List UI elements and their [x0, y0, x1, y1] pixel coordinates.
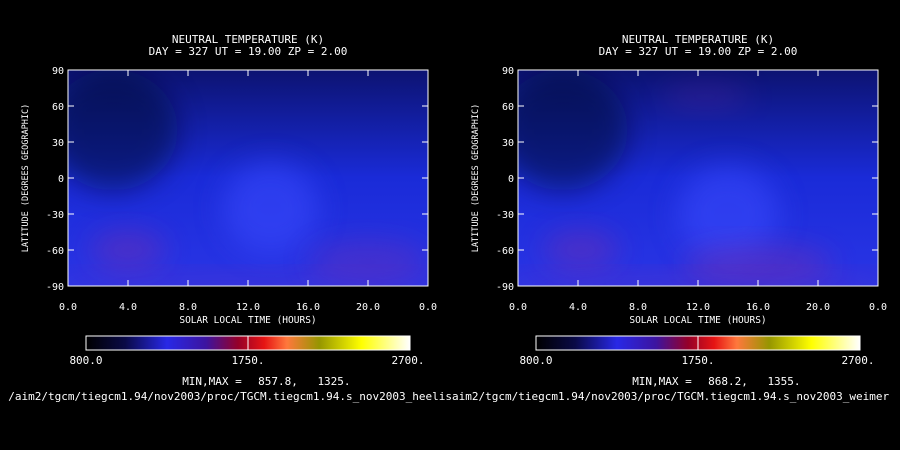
- minmax-label: MIN,MAX =: [632, 375, 692, 388]
- colorbar-max-label: 2700.: [841, 354, 874, 367]
- x-tick-label: 4.0: [119, 302, 137, 313]
- chart-0: NEUTRAL TEMPERATURE (K)DAY = 327 UT = 19…: [21, 33, 437, 388]
- x-tick-label: 16.0: [296, 302, 320, 313]
- x-tick-label: 0.0: [869, 302, 887, 313]
- x-axis-label: SOLAR LOCAL TIME (HOURS): [179, 315, 316, 326]
- y-tick-label: 90: [52, 66, 64, 77]
- file-path-right: aim2/tgcm/tiegcm1.94/nov2003/proc/TGCM.t…: [452, 390, 889, 403]
- file-path-left: /aim2/tgcm/tiegcm1.94/nov2003/proc/TGCM.…: [8, 390, 452, 403]
- y-axis-label: LATITUDE (DEGREES GEOGRAPHIC): [21, 104, 31, 252]
- chart-subtitle: DAY = 327 UT = 19.00 ZP = 2.00: [149, 45, 348, 58]
- x-tick-label: 8.0: [629, 302, 647, 313]
- max-value: 1325.: [317, 375, 350, 388]
- heatmap-region-2: [683, 245, 833, 284]
- y-tick-label: 0: [58, 174, 64, 185]
- x-tick-label: 8.0: [179, 302, 197, 313]
- x-tick-label: 0.0: [59, 302, 77, 313]
- y-tick-label: 30: [502, 138, 514, 149]
- heatmap-region-1: [543, 230, 619, 270]
- y-axis-label: LATITUDE (DEGREES GEOGRAPHIC): [471, 104, 481, 252]
- x-tick-label: 0.0: [509, 302, 527, 313]
- y-tick-label: 90: [502, 66, 514, 77]
- y-tick-label: -90: [496, 282, 514, 293]
- heatmap-field: [68, 70, 428, 286]
- y-tick-label: 0: [508, 174, 514, 185]
- heatmap-region-4: [518, 274, 878, 286]
- min-value: 857.8,: [258, 375, 298, 388]
- x-axis-label: SOLAR LOCAL TIME (HOURS): [629, 315, 766, 326]
- x-tick-label: 20.0: [356, 302, 380, 313]
- colorbar-max-label: 2700.: [391, 354, 424, 367]
- colorbar-mid-label: 1750.: [231, 354, 264, 367]
- heatmap-region-2: [308, 240, 428, 284]
- colorbar-min-label: 800.0: [69, 354, 102, 367]
- minmax-label: MIN,MAX =: [182, 375, 242, 388]
- x-tick-label: 0.0: [419, 302, 437, 313]
- heatmap-field: [518, 70, 878, 286]
- min-value: 868.2,: [708, 375, 748, 388]
- file-paths: /aim2/tgcm/tiegcm1.94/nov2003/proc/TGCM.…: [8, 390, 889, 403]
- x-tick-label: 16.0: [746, 302, 770, 313]
- y-tick-label: -30: [46, 210, 64, 221]
- y-tick-label: -90: [46, 282, 64, 293]
- heatmap-region-0: [677, 166, 779, 262]
- x-tick-label: 12.0: [236, 302, 260, 313]
- y-tick-label: -30: [496, 210, 514, 221]
- y-tick-label: -60: [496, 246, 514, 257]
- x-tick-label: 4.0: [569, 302, 587, 313]
- chart-subtitle: DAY = 327 UT = 19.00 ZP = 2.00: [599, 45, 798, 58]
- y-tick-label: 60: [502, 102, 514, 113]
- y-tick-label: -60: [46, 246, 64, 257]
- heatmap-region-0: [222, 162, 319, 254]
- heatmap-region-1: [90, 230, 166, 270]
- heatmap-region-3: [660, 84, 751, 109]
- colorbar-mid-label: 1750.: [681, 354, 714, 367]
- heatmap-cold-region: [518, 70, 628, 191]
- chart-1: NEUTRAL TEMPERATURE (K)DAY = 327 UT = 19…: [471, 33, 887, 388]
- y-tick-label: 30: [52, 138, 64, 149]
- y-tick-label: 60: [52, 102, 64, 113]
- colorbar-min-label: 800.0: [519, 354, 552, 367]
- x-tick-label: 20.0: [806, 302, 830, 313]
- heatmap-cold-region: [68, 70, 178, 191]
- max-value: 1355.: [767, 375, 800, 388]
- chart-title: NEUTRAL TEMPERATURE (K): [172, 33, 324, 46]
- x-tick-label: 12.0: [686, 302, 710, 313]
- chart-title: NEUTRAL TEMPERATURE (K): [622, 33, 774, 46]
